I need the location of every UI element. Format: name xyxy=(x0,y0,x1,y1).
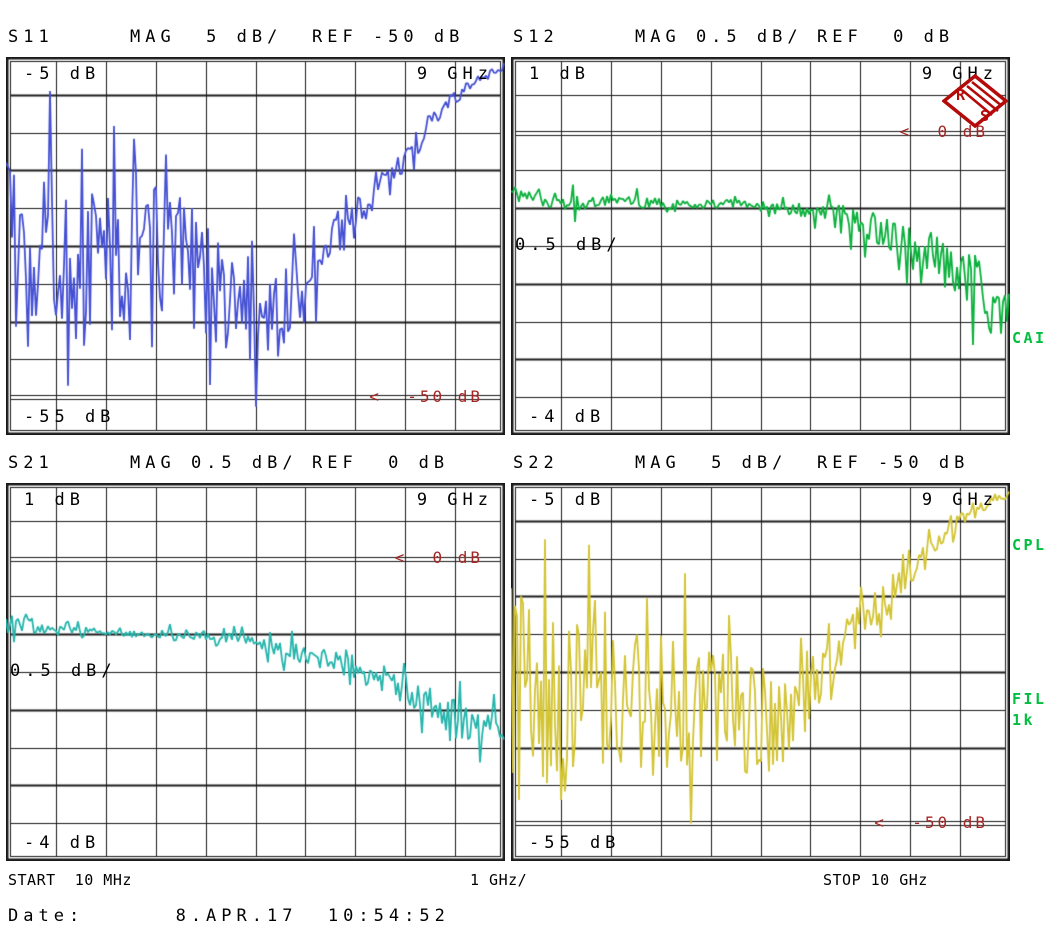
s21-scale-label: MAG 0.5 dB/ xyxy=(130,453,298,473)
s12-bottom-scale-value: -4 dB xyxy=(529,407,606,427)
s11-header: S11 MAG 5 dB/ REF -50 dB xyxy=(6,28,505,50)
s21-header: S21 MAG 0.5 dB/ REF 0 dB xyxy=(6,454,505,476)
s21-bottom-scale-value: -4 dB xyxy=(24,833,101,853)
s11-ref-line-marker: < -50 dB xyxy=(369,387,483,406)
s11-bottom-scale-value: -55 dB xyxy=(24,407,116,427)
s22-ref-line-marker: < -50 dB xyxy=(874,813,988,832)
s21-top-scale-value: 1 dB xyxy=(24,490,85,510)
s21-ref-line-marker: < 0 dB xyxy=(394,548,483,567)
logo-letter-s: S xyxy=(980,107,989,125)
s22-trace-plot xyxy=(511,483,1010,861)
s11-ref-label: REF -50 dB xyxy=(312,27,465,47)
s12-per-div-label: 0.5 dB/ xyxy=(515,235,622,255)
s12-top-freq-value: 9 GHz xyxy=(921,64,998,84)
s21-top-freq-value: 9 GHz xyxy=(416,490,493,510)
if-filter-bandwidth: 1k xyxy=(1012,711,1036,729)
s12-ref-line-marker: < 0 dB xyxy=(899,122,988,141)
s12-top-scale-value: 1 dB xyxy=(529,64,590,84)
logo-letter-r: R xyxy=(956,86,966,104)
s11-scale-label: MAG 5 dB/ xyxy=(130,27,283,47)
s11-trace-label: S11 xyxy=(8,27,54,47)
s11-top-scale-value: -5 dB xyxy=(24,64,101,84)
s21-trace-label: S21 xyxy=(8,453,54,473)
s22-ref-label: REF -50 dB xyxy=(817,453,970,473)
coupled-channels-status: CPL xyxy=(1012,536,1047,554)
s12-header: S12 MAG 0.5 dB/ REF 0 dB xyxy=(511,28,1010,50)
cal-interpolated-status: CAI xyxy=(1012,329,1047,347)
s12-trace-label: S12 xyxy=(513,27,559,47)
s11-grid: -5 dB 9 GHz -55 dB < -50 dB xyxy=(6,57,505,435)
s22-bottom-scale-value: -55 dB xyxy=(529,833,621,853)
s22-top-freq-value: 9 GHz xyxy=(921,490,998,510)
start-frequency-label: START 10 MHz xyxy=(8,871,132,889)
s22-top-scale-value: -5 dB xyxy=(529,490,606,510)
s22-trace-label: S22 xyxy=(513,453,559,473)
s21-ref-label: REF 0 dB xyxy=(312,453,450,473)
s11-top-freq-value: 9 GHz xyxy=(416,64,493,84)
s12-grid: 1 dB 9 GHz -4 dB 0.5 dB/ < 0 dB xyxy=(511,57,1010,435)
stop-frequency-label: STOP 10 GHz xyxy=(823,871,928,889)
s22-header: S22 MAG 5 dB/ REF -50 dB xyxy=(511,454,1010,476)
s12-ref-label: REF 0 dB xyxy=(817,27,955,47)
s11-panel: S11 MAG 5 dB/ REF -50 dB -5 dB 9 GHz -55… xyxy=(6,28,505,435)
frequency-per-div-label: 1 GHz/ xyxy=(470,871,528,889)
rs-diamond-logo: R S xyxy=(942,74,1008,128)
if-filter-status: FIL xyxy=(1012,690,1047,708)
date-timestamp: Date: 8.APR.17 10:54:52 xyxy=(8,906,450,926)
s12-trace-plot xyxy=(511,57,1010,435)
s21-grid: 1 dB 9 GHz -4 dB 0.5 dB/ < 0 dB xyxy=(6,483,505,861)
s12-scale-label: MAG 0.5 dB/ xyxy=(635,27,803,47)
s22-scale-label: MAG 5 dB/ xyxy=(635,453,788,473)
s11-trace-plot xyxy=(6,57,505,435)
s21-per-div-label: 0.5 dB/ xyxy=(10,661,117,681)
s12-panel: S12 MAG 0.5 dB/ REF 0 dB 1 dB 9 GHz -4 d… xyxy=(511,28,1010,435)
s22-grid: -5 dB 9 GHz -55 dB < -50 dB xyxy=(511,483,1010,861)
s21-panel: S21 MAG 0.5 dB/ REF 0 dB 1 dB 9 GHz -4 d… xyxy=(6,454,505,861)
s22-panel: S22 MAG 5 dB/ REF -50 dB -5 dB 9 GHz -55… xyxy=(511,454,1010,861)
s21-trace-plot xyxy=(6,483,505,861)
